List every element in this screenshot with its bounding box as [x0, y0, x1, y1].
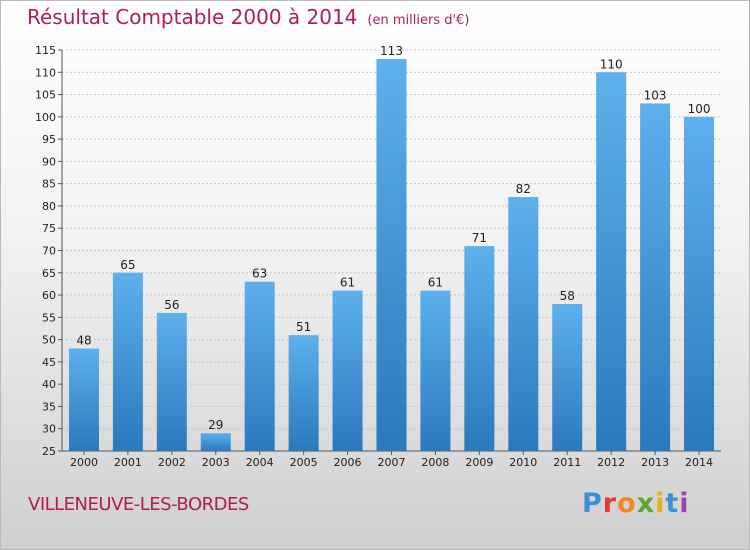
value-label-2010: 82 — [516, 182, 531, 196]
value-label-2003: 29 — [208, 418, 223, 432]
x-tick-label-2007: 2007 — [378, 456, 406, 469]
value-label-2014: 100 — [688, 102, 711, 116]
y-tick-label: 60 — [42, 289, 56, 302]
y-tick-label: 40 — [42, 378, 56, 391]
logo-letter: t — [665, 488, 680, 519]
y-tick-label: 30 — [42, 423, 56, 436]
value-label-2006: 61 — [340, 276, 355, 290]
x-tick-label-2003: 2003 — [202, 456, 230, 469]
bar-2005 — [288, 335, 319, 451]
value-label-2000: 48 — [76, 334, 91, 348]
y-tick-label: 55 — [42, 311, 56, 324]
y-tick-label: 80 — [42, 200, 56, 213]
value-label-2009: 71 — [472, 231, 487, 245]
logo-letter: o — [617, 488, 637, 519]
y-tick-label: 115 — [35, 44, 56, 57]
bar-2014 — [684, 116, 715, 451]
title-subtitle: (en milliers d'€) — [367, 13, 470, 28]
y-tick-label: 95 — [42, 133, 56, 146]
logo-letter: P — [582, 488, 603, 519]
x-tick-label-2008: 2008 — [421, 456, 449, 469]
bar-2001 — [112, 272, 143, 451]
value-label-2012: 110 — [600, 57, 623, 71]
x-tick-label-2006: 2006 — [334, 456, 362, 469]
x-tick-label-2010: 2010 — [509, 456, 537, 469]
x-tick-label-2011: 2011 — [553, 456, 581, 469]
bar-2009 — [464, 246, 495, 451]
y-tick-label: 90 — [42, 155, 56, 168]
proxiti-logo: Proxiti — [582, 488, 690, 519]
y-tick-label: 50 — [42, 334, 56, 347]
value-label-2008: 61 — [428, 276, 443, 290]
y-tick-label: 105 — [35, 89, 56, 102]
value-label-2013: 103 — [644, 88, 667, 102]
value-label-2007: 113 — [380, 44, 403, 58]
x-tick-label-2009: 2009 — [465, 456, 493, 469]
bar-2007 — [376, 58, 407, 452]
bar-2008 — [420, 290, 451, 451]
x-tick-label-2000: 2000 — [70, 456, 98, 469]
y-tick-label: 65 — [42, 267, 56, 280]
title-text: Résultat Comptable 2000 à 2014 — [27, 5, 358, 29]
x-tick-label-2013: 2013 — [641, 456, 669, 469]
bar-2010 — [508, 197, 539, 451]
bar-2003 — [200, 433, 231, 451]
bar-2011 — [552, 303, 583, 451]
bar-2004 — [244, 281, 275, 451]
value-label-2011: 58 — [560, 289, 575, 303]
y-tick-label: 85 — [42, 178, 56, 191]
y-tick-label: 45 — [42, 356, 56, 369]
bar-2006 — [332, 290, 363, 451]
bar-2002 — [156, 312, 187, 451]
logo-letter: r — [602, 488, 618, 519]
x-tick-label-2001: 2001 — [114, 456, 142, 469]
bar-2013 — [640, 103, 671, 451]
y-tick-label: 75 — [42, 222, 56, 235]
city-name: VILLENEUVE-LES-BORDES — [28, 494, 249, 515]
value-label-2004: 63 — [252, 267, 267, 281]
y-tick-label: 35 — [42, 400, 56, 413]
x-tick-label-2014: 2014 — [685, 456, 713, 469]
logo-letter: i — [655, 488, 666, 519]
logo-letter: i — [679, 488, 690, 519]
x-tick-label-2005: 2005 — [290, 456, 318, 469]
y-tick-label: 70 — [42, 245, 56, 258]
y-tick-label: 100 — [35, 111, 56, 124]
value-label-2001: 65 — [120, 258, 135, 272]
bar-2000 — [68, 348, 99, 451]
logo-letter: x — [636, 488, 656, 519]
y-tick-label: 110 — [35, 66, 56, 79]
x-tick-label-2004: 2004 — [246, 456, 274, 469]
value-label-2005: 51 — [296, 320, 311, 334]
bar-2012 — [596, 72, 627, 452]
x-tick-label-2012: 2012 — [597, 456, 625, 469]
chart-title: Résultat Comptable 2000 à 2014 (en millie… — [27, 5, 469, 29]
y-tick-label: 25 — [42, 445, 56, 458]
x-tick-label-2002: 2002 — [158, 456, 186, 469]
value-label-2002: 56 — [164, 298, 179, 312]
